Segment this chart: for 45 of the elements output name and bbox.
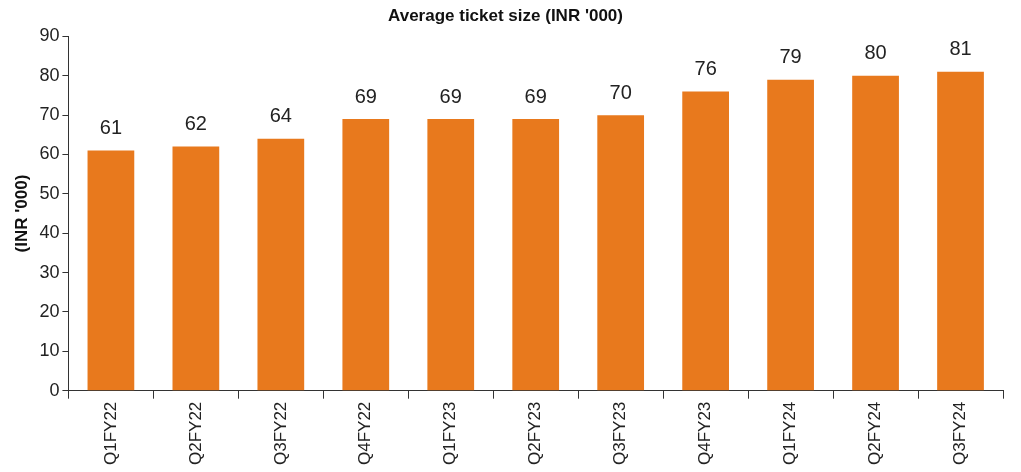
y-tick-label: 30 [39, 261, 60, 282]
y-tick-label: 60 [39, 143, 60, 164]
x-tick-label: Q4FY23 [695, 401, 715, 465]
data-label: 61 [99, 116, 123, 139]
bar [852, 75, 899, 391]
bar [427, 119, 475, 391]
bar [597, 115, 645, 391]
x-tick-label: Q1FY22 [100, 401, 120, 465]
data-label: 69 [524, 84, 547, 107]
x-tick-label: Q3FY22 [270, 401, 290, 465]
x-tick-label: Q2FY22 [185, 401, 205, 465]
x-tick-label: Q3FY23 [610, 401, 630, 465]
bar [172, 146, 220, 391]
data-label: 80 [864, 41, 887, 64]
y-tick-label: 90 [39, 25, 60, 46]
x-tick-label: Q1FY24 [780, 401, 800, 465]
y-axis-title: (INR '000) [11, 174, 31, 253]
y-tick-label: 20 [39, 300, 60, 321]
y-tick-label: 10 [39, 340, 60, 361]
y-tick-label: 50 [39, 182, 60, 203]
bar [87, 150, 135, 391]
data-label: 69 [354, 84, 377, 107]
x-tick-label: Q2FY24 [865, 401, 885, 465]
x-tick-label: Q1FY23 [440, 401, 460, 465]
data-label: 69 [439, 84, 462, 107]
x-tick-label: Q3FY24 [950, 401, 970, 465]
chart-title: Average ticket size (INR '000) [388, 5, 623, 25]
bar [257, 138, 305, 391]
data-label: 62 [184, 112, 207, 135]
bar [937, 71, 984, 391]
data-label: 81 [949, 37, 972, 60]
y-tick-label: 70 [39, 104, 60, 125]
bar [512, 119, 560, 391]
bar [682, 91, 729, 391]
data-label: 79 [779, 45, 802, 68]
x-tick-label: Q4FY22 [355, 401, 375, 465]
bar [342, 119, 390, 391]
bar [767, 79, 814, 391]
data-label: 76 [694, 57, 717, 80]
x-tick-label: Q2FY23 [525, 401, 545, 465]
data-label: 70 [609, 80, 632, 103]
data-label: 64 [269, 104, 292, 127]
y-tick-label: 40 [39, 222, 60, 243]
y-tick-label: 80 [39, 64, 60, 85]
y-tick-label: 0 [49, 379, 60, 400]
